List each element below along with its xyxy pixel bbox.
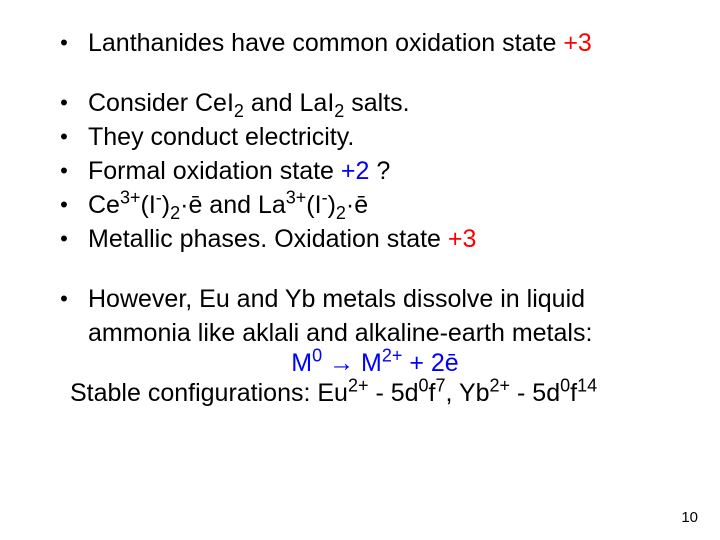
l5-s22: 2: [336, 203, 346, 223]
line-6-text: Metallic phases. Oxidation state +3: [88, 224, 476, 254]
l5-de: ·ē and La: [180, 191, 286, 219]
l5-s2: 2: [170, 203, 180, 223]
l9-0: 0: [419, 376, 429, 396]
l5-i: (I: [141, 191, 156, 219]
l2b: and LaI: [244, 89, 334, 117]
l7a: However, Eu and Yb metals dissolve in li…: [88, 285, 585, 313]
bullet-line-1: • Lanthanides have common oxidation stat…: [40, 28, 680, 58]
line-1-text: Lanthanides have common oxidation state …: [88, 28, 592, 58]
line-5-text: Ce3+(I-)2·ē and La3+(I-)2·ē: [88, 190, 368, 220]
bullet-line-3: • They conduct electricity.: [40, 122, 680, 152]
l2c: salts.: [344, 89, 409, 117]
l5-i2: (I: [306, 191, 321, 219]
bullet-line-7: • However, Eu and Yb metals dissolve in …: [40, 284, 680, 314]
line-3-text: They conduct electricity.: [88, 122, 354, 152]
bullet-dot: •: [40, 88, 88, 118]
bullet-line-2: • Consider CeI2 and LaI2 salts.: [40, 88, 680, 118]
l8-2p: 2+: [382, 346, 403, 366]
line-7-text: However, Eu and Yb metals dissolve in li…: [88, 284, 585, 314]
l5-ce: Ce: [88, 191, 120, 219]
l8tail: + 2ē: [402, 349, 458, 377]
l9-02: 0: [560, 376, 570, 396]
l9-7: 7: [436, 376, 446, 396]
l5-3p: 3+: [120, 188, 141, 208]
l9f: f: [429, 379, 436, 407]
l6-plus3: +3: [448, 225, 477, 253]
l8m: M: [291, 349, 312, 377]
bullet-dot: •: [40, 122, 88, 152]
line1-plus3: +3: [563, 29, 592, 57]
l9-2p2: 2+: [490, 376, 511, 396]
l5-cl2: ): [328, 191, 336, 219]
l2-sub2: 2: [334, 101, 344, 121]
line-8: M0 → M2+ + 2ē: [40, 348, 680, 378]
bullet-dot: •: [40, 284, 88, 314]
bullet-line-4: • Formal oxidation state +2 ?: [40, 156, 680, 186]
l9comma: , Yb: [446, 379, 490, 407]
l9-2p: 2+: [348, 376, 369, 396]
bullet-dot: •: [40, 190, 88, 220]
l8-wrap: M0 → M2+ + 2ē: [291, 349, 458, 377]
l8m2: M: [361, 349, 382, 377]
l4q: ?: [369, 157, 390, 185]
arrow-icon: →: [322, 349, 361, 377]
l5-de2: ·ē: [346, 191, 368, 219]
line1-pre: Lanthanides have common oxidation state: [88, 29, 563, 57]
line-9: Stable configurations: Eu2+ - 5d0f7, Yb2…: [40, 378, 680, 408]
l9dash: - 5d: [369, 379, 419, 407]
line-2-text: Consider CeI2 and LaI2 salts.: [88, 88, 410, 118]
bullet-dot: •: [40, 28, 88, 58]
l2a: Consider CeI: [88, 89, 234, 117]
l6a: Metallic phases. Oxidation state: [88, 225, 448, 253]
page-number: 10: [681, 509, 698, 526]
l5-cl: ): [162, 191, 170, 219]
bullet-line-5: • Ce3+(I-)2·ē and La3+(I-)2·ē: [40, 190, 680, 220]
line-7b: ammonia like aklali and alkaline-earth m…: [40, 318, 680, 348]
line-4-text: Formal oxidation state +2 ?: [88, 156, 390, 186]
l4-plus2: +2: [341, 157, 370, 185]
l2-sub1: 2: [234, 101, 244, 121]
bullet-line-6: • Metallic phases. Oxidation state +3: [40, 224, 680, 254]
bullet-dot: •: [40, 224, 88, 254]
l8-0: 0: [312, 346, 322, 366]
l9a: Stable configurations: Eu: [70, 379, 348, 407]
l4a: Formal oxidation state: [88, 157, 341, 185]
l9-14: 14: [577, 376, 597, 396]
l5-3p2: 3+: [286, 188, 307, 208]
bullet-dot: •: [40, 156, 88, 186]
l9dash2: - 5d: [510, 379, 560, 407]
